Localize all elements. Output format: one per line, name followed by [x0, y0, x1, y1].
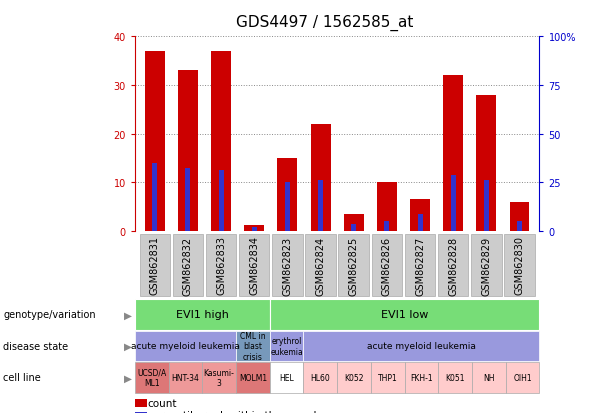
FancyBboxPatch shape: [371, 235, 402, 296]
Bar: [451, 176, 455, 231]
Text: GSM862833: GSM862833: [216, 236, 226, 295]
Bar: [186, 168, 191, 231]
Text: GSM862834: GSM862834: [249, 236, 259, 295]
Text: HNT-34: HNT-34: [172, 373, 199, 382]
Bar: [351, 224, 356, 231]
Text: percentile rank within the sample: percentile rank within the sample: [147, 411, 323, 413]
Text: disease state: disease state: [3, 341, 68, 351]
FancyBboxPatch shape: [272, 235, 303, 296]
Text: HEL: HEL: [279, 373, 294, 382]
FancyBboxPatch shape: [305, 235, 336, 296]
Bar: [178, 71, 198, 231]
FancyBboxPatch shape: [504, 235, 535, 296]
Text: cell line: cell line: [3, 373, 41, 382]
Text: GSM862826: GSM862826: [382, 236, 392, 295]
Text: CML in
blast
crisis: CML in blast crisis: [240, 331, 265, 361]
Bar: [152, 164, 158, 231]
Text: genotype/variation: genotype/variation: [3, 310, 96, 320]
Bar: [384, 221, 389, 231]
Text: GSM862823: GSM862823: [283, 236, 292, 295]
Bar: [145, 52, 165, 231]
Text: GSM862829: GSM862829: [481, 236, 492, 295]
Text: EVI1 low: EVI1 low: [381, 310, 428, 320]
Bar: [285, 183, 290, 231]
Bar: [318, 180, 323, 231]
Text: MOLM1: MOLM1: [239, 373, 267, 382]
Bar: [211, 52, 231, 231]
Bar: [245, 225, 264, 231]
Bar: [377, 183, 397, 231]
FancyBboxPatch shape: [405, 235, 435, 296]
Bar: [517, 221, 522, 231]
Text: OIH1: OIH1: [513, 373, 532, 382]
FancyBboxPatch shape: [140, 235, 170, 296]
Text: ▶: ▶: [123, 341, 132, 351]
FancyBboxPatch shape: [173, 235, 203, 296]
Text: acute myeloid leukemia: acute myeloid leukemia: [367, 342, 476, 351]
Text: THP1: THP1: [378, 373, 398, 382]
Text: ▶: ▶: [123, 310, 132, 320]
Text: FKH-1: FKH-1: [410, 373, 433, 382]
Text: Kasumi-
3: Kasumi- 3: [204, 368, 235, 387]
Bar: [410, 200, 430, 231]
Text: GSM862831: GSM862831: [150, 236, 160, 295]
Text: NH: NH: [483, 373, 495, 382]
Bar: [417, 214, 422, 231]
Text: HL60: HL60: [310, 373, 330, 382]
Text: K052: K052: [345, 373, 364, 382]
Text: ▶: ▶: [123, 373, 132, 382]
Text: acute myeloid leukemia: acute myeloid leukemia: [131, 342, 240, 351]
FancyBboxPatch shape: [206, 235, 237, 296]
Bar: [252, 228, 257, 231]
Text: GSM862827: GSM862827: [415, 236, 425, 295]
Bar: [509, 202, 530, 231]
Text: erythrol
eukemia: erythrol eukemia: [270, 337, 303, 356]
Text: GSM862824: GSM862824: [316, 236, 326, 295]
Text: GSM862832: GSM862832: [183, 236, 193, 295]
Bar: [484, 180, 489, 231]
Text: GSM862828: GSM862828: [448, 236, 459, 295]
Text: GSM862825: GSM862825: [349, 236, 359, 295]
Bar: [344, 214, 364, 231]
Text: UCSD/A
ML1: UCSD/A ML1: [137, 368, 166, 387]
Bar: [278, 159, 297, 231]
Text: EVI1 high: EVI1 high: [176, 310, 229, 320]
Text: GDS4497 / 1562585_at: GDS4497 / 1562585_at: [236, 14, 414, 31]
Bar: [443, 76, 463, 231]
Text: K051: K051: [446, 373, 465, 382]
Bar: [476, 95, 497, 231]
Text: GSM862830: GSM862830: [514, 236, 525, 295]
FancyBboxPatch shape: [471, 235, 501, 296]
Bar: [219, 171, 224, 231]
FancyBboxPatch shape: [338, 235, 369, 296]
FancyBboxPatch shape: [438, 235, 468, 296]
Bar: [311, 125, 330, 231]
FancyBboxPatch shape: [239, 235, 270, 296]
Text: count: count: [147, 398, 177, 408]
